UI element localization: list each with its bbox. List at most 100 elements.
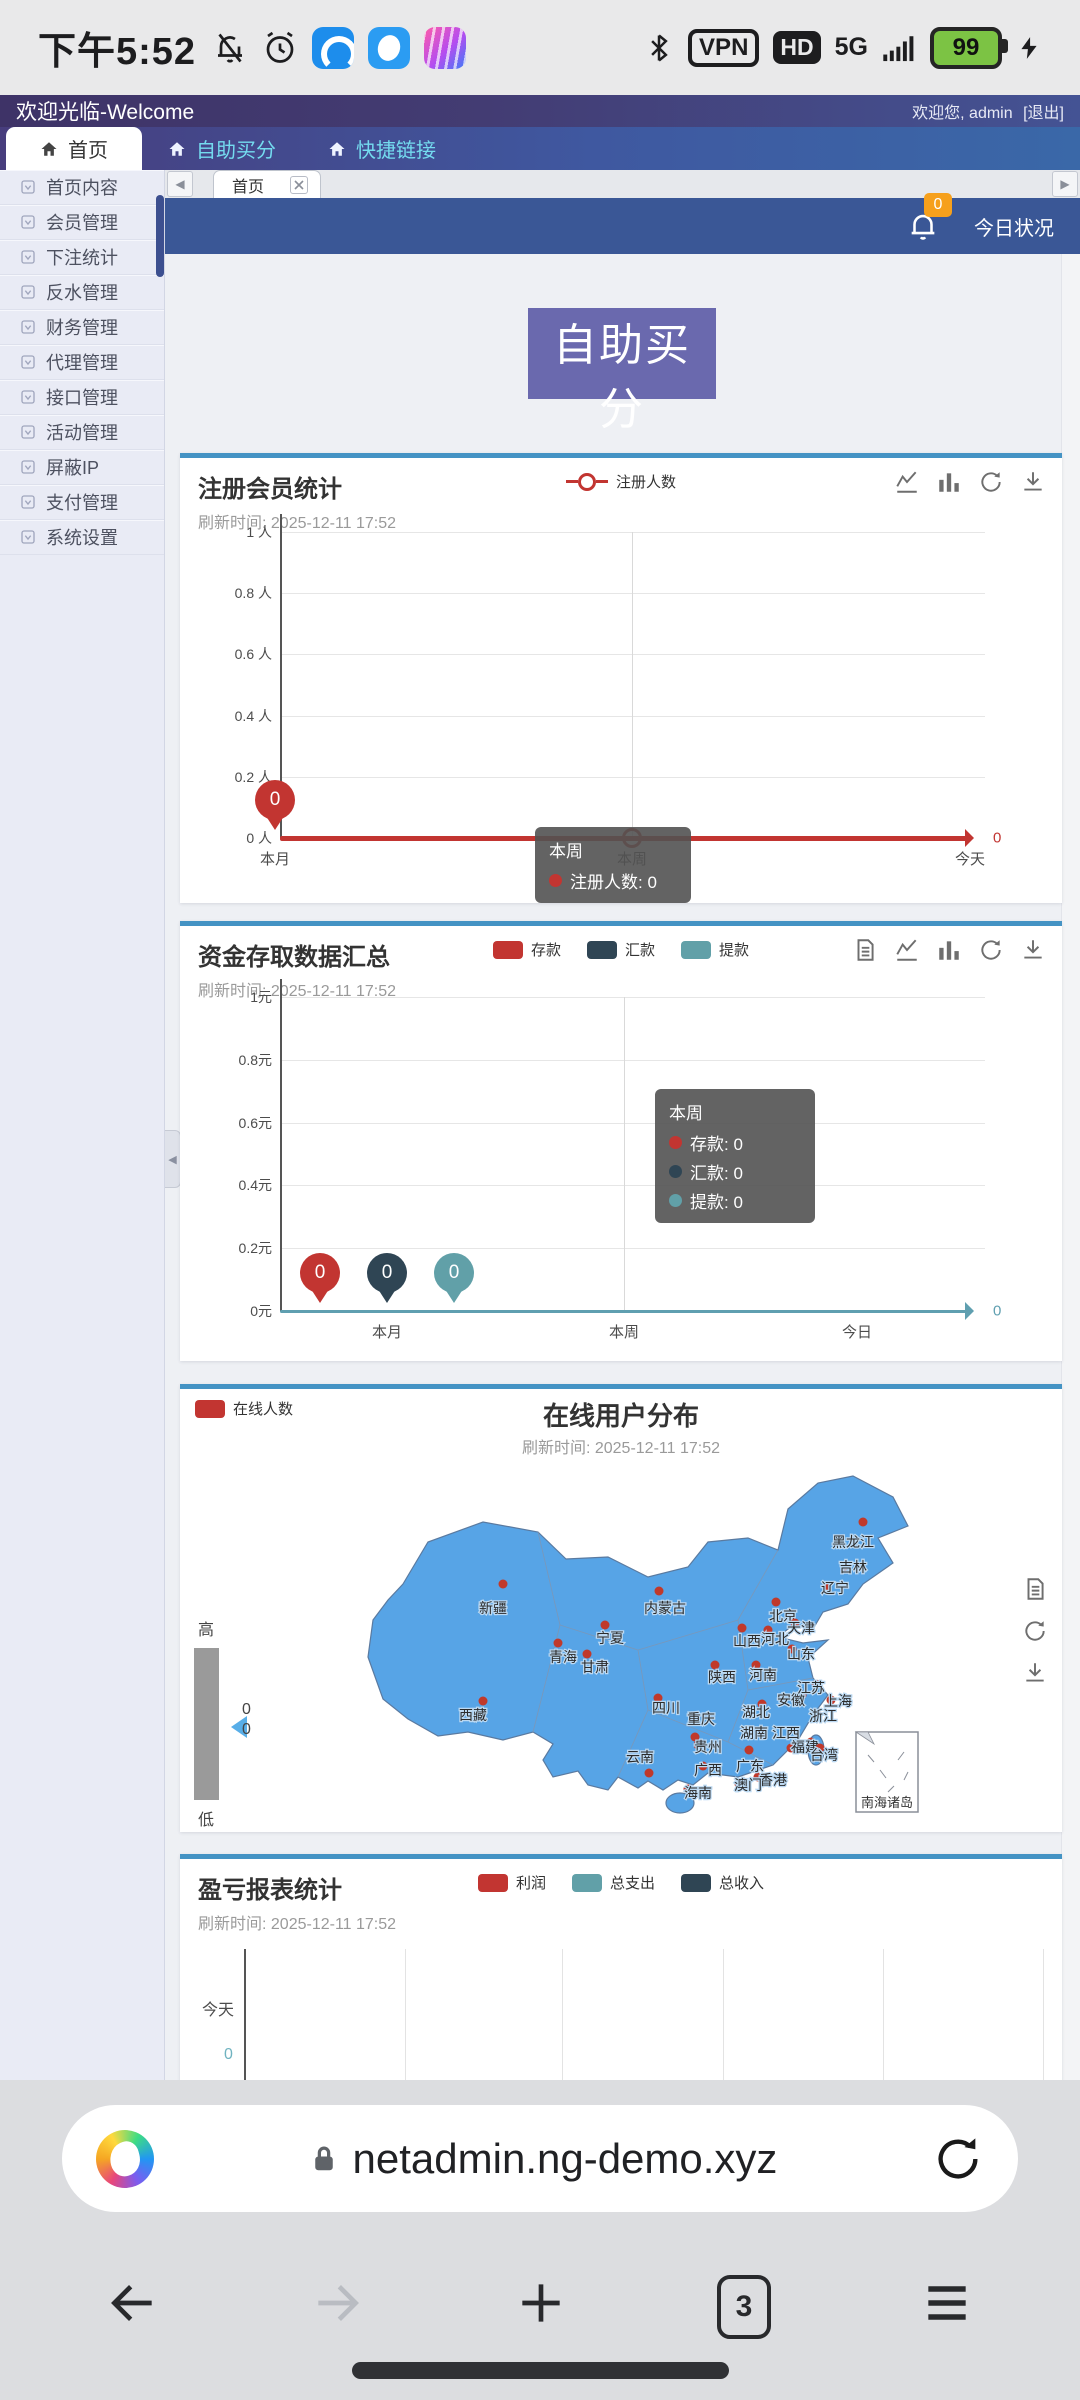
new-tab-icon[interactable] — [513, 2275, 569, 2339]
svg-text:南海诸岛: 南海诸岛 — [861, 1795, 913, 1810]
refresh-time: 刷新时间: 2025-12-11 17:52 — [198, 515, 397, 532]
legend-item[interactable]: 总收入 — [681, 1872, 764, 1893]
refresh-icon[interactable] — [1022, 1618, 1048, 1644]
pin-marker: 0 — [434, 1253, 474, 1293]
province-dot — [822, 1583, 832, 1593]
sidebar-scrollbar[interactable] — [156, 195, 164, 277]
logout-link[interactable]: [退出] — [1023, 105, 1064, 122]
gridline — [280, 1059, 985, 1061]
legend-label: 总支出 — [609, 1875, 655, 1892]
refresh-icon[interactable] — [978, 937, 1004, 963]
sidebar-item-4[interactable]: 财务管理 — [0, 310, 164, 345]
sidebar-item-label: 反水管理 — [46, 283, 118, 303]
sidebar-item-9[interactable]: 支付管理 — [0, 485, 164, 520]
line-chart-icon[interactable] — [894, 937, 920, 963]
refresh-icon[interactable] — [978, 469, 1004, 495]
download-icon[interactable] — [1020, 469, 1046, 495]
sidebar-item-0[interactable]: 首页内容 — [0, 170, 164, 205]
reload-icon[interactable] — [932, 2133, 984, 2185]
card-title: 注册会员统计 — [198, 476, 342, 503]
province-label: 江西 — [772, 1725, 800, 1741]
sidebar-item-2[interactable]: 下注统计 — [0, 240, 164, 275]
status-bar: 下午5:52 VPN HD 5G — [0, 0, 1080, 95]
tooltip-row: 注册人数: 0 — [549, 868, 677, 893]
series-dot-icon — [669, 1165, 682, 1178]
home-indicator[interactable] — [352, 2362, 729, 2379]
legend-item[interactable]: 提款 — [681, 939, 749, 960]
province-label: 内蒙古 — [644, 1600, 686, 1616]
tab-switcher[interactable]: 3 — [717, 2275, 771, 2339]
nav-tab-0[interactable]: 首页 — [6, 127, 142, 170]
bar-value-label: 0 — [224, 2046, 233, 2063]
tabstrip-right-arrow-icon[interactable]: ▶ — [1052, 171, 1078, 197]
pin-marker: 0 — [255, 780, 295, 820]
legend-label: 在线人数 — [233, 1401, 294, 1418]
legend-item[interactable]: 存款 — [492, 939, 561, 960]
tooltip-text: 汇款: 0 — [690, 1164, 743, 1183]
sidebar-item-5[interactable]: 代理管理 — [0, 345, 164, 380]
province-label: 贵州 — [694, 1739, 722, 1755]
legend-item[interactable]: 利润 — [477, 1872, 546, 1893]
visualmap-handle-icon[interactable] — [220, 1716, 247, 1738]
sidebar-collapse-handle[interactable]: ◀ — [165, 1130, 181, 1188]
legend-item[interactable]: 总支出 — [571, 1872, 655, 1893]
bluetooth-icon — [644, 31, 674, 65]
province-dot — [760, 1773, 770, 1783]
menu-icon[interactable] — [919, 2275, 975, 2339]
data-view-icon[interactable] — [852, 937, 878, 963]
bar-chart-icon[interactable] — [936, 937, 962, 963]
tooltip-row: 存款: 0 — [669, 1130, 801, 1155]
tabstrip-left-arrow-icon[interactable]: ◀ — [167, 171, 193, 197]
forward-icon[interactable] — [309, 2275, 365, 2339]
province-dot — [744, 1745, 754, 1755]
x-axis-label: 今天 — [954, 851, 986, 868]
sidebar-item-label: 屏蔽IP — [46, 458, 100, 478]
sidebar-item-6[interactable]: 接口管理 — [0, 380, 164, 415]
data-view-icon[interactable] — [1022, 1576, 1048, 1602]
download-icon[interactable] — [1022, 1660, 1048, 1686]
status-left-icons — [212, 26, 467, 69]
province-label: 宁夏 — [596, 1630, 624, 1646]
sidebar-item-label: 代理管理 — [46, 353, 118, 373]
province-dot — [698, 1761, 708, 1771]
today-status-link[interactable]: 今日状况 — [974, 217, 1054, 240]
tab-close-icon[interactable] — [290, 175, 309, 194]
alarm-icon — [262, 30, 298, 66]
edge-app-icon — [312, 26, 355, 69]
line-chart-icon[interactable] — [894, 469, 920, 495]
sidebar-item-1[interactable]: 会员管理 — [0, 205, 164, 240]
nav-tab-2[interactable]: 快捷链接 — [302, 127, 462, 170]
notifications-bell[interactable]: 0 — [906, 193, 952, 245]
refresh-time: 刷新时间: 2025-12-11 17:52 — [198, 983, 397, 1000]
download-icon[interactable] — [1020, 937, 1046, 963]
visualmap-legend: 高 0 0 低 — [194, 1616, 284, 1830]
y-tick-label: 0.2元 — [238, 1240, 272, 1257]
legend-item[interactable]: 注册人数 — [565, 471, 676, 492]
map-legend-item[interactable]: 在线人数 — [195, 1398, 293, 1419]
self-buy-button[interactable]: 自助买分 — [528, 308, 716, 434]
legend-item[interactable]: 汇款 — [586, 939, 655, 960]
content-tab-home[interactable]: 首页 — [213, 170, 322, 198]
page-scrollbar[interactable] — [1061, 254, 1080, 2080]
legend-label: 注册人数 — [615, 474, 676, 491]
back-icon[interactable] — [105, 2275, 161, 2339]
copilot-icon[interactable] — [96, 2129, 154, 2188]
sidebar-item-8[interactable]: 屏蔽IP — [0, 450, 164, 485]
bar-chart-icon[interactable] — [936, 469, 962, 495]
legend-swatch-icon — [681, 1873, 711, 1892]
sidebar-item-7[interactable]: 活动管理 — [0, 415, 164, 450]
province-label: 浙江 — [809, 1708, 837, 1724]
province-dot — [683, 1784, 693, 1794]
nav-tab-1[interactable]: 自助买分 — [142, 127, 302, 170]
province-label: 辽宁 — [821, 1580, 849, 1596]
y-tick-label: 1 人 — [246, 524, 272, 540]
province-label: 黑龙江 — [832, 1534, 874, 1550]
province-dot — [858, 1517, 868, 1527]
province-label: 北京 — [769, 1608, 797, 1624]
url-bar[interactable]: netadmin.ng-demo.xyz — [62, 2105, 1018, 2212]
sidebar-item-3[interactable]: 反水管理 — [0, 275, 164, 310]
province-dot — [710, 1660, 720, 1670]
axis-arrow-icon — [965, 829, 983, 847]
sidebar-item-10[interactable]: 系统设置 — [0, 520, 164, 555]
